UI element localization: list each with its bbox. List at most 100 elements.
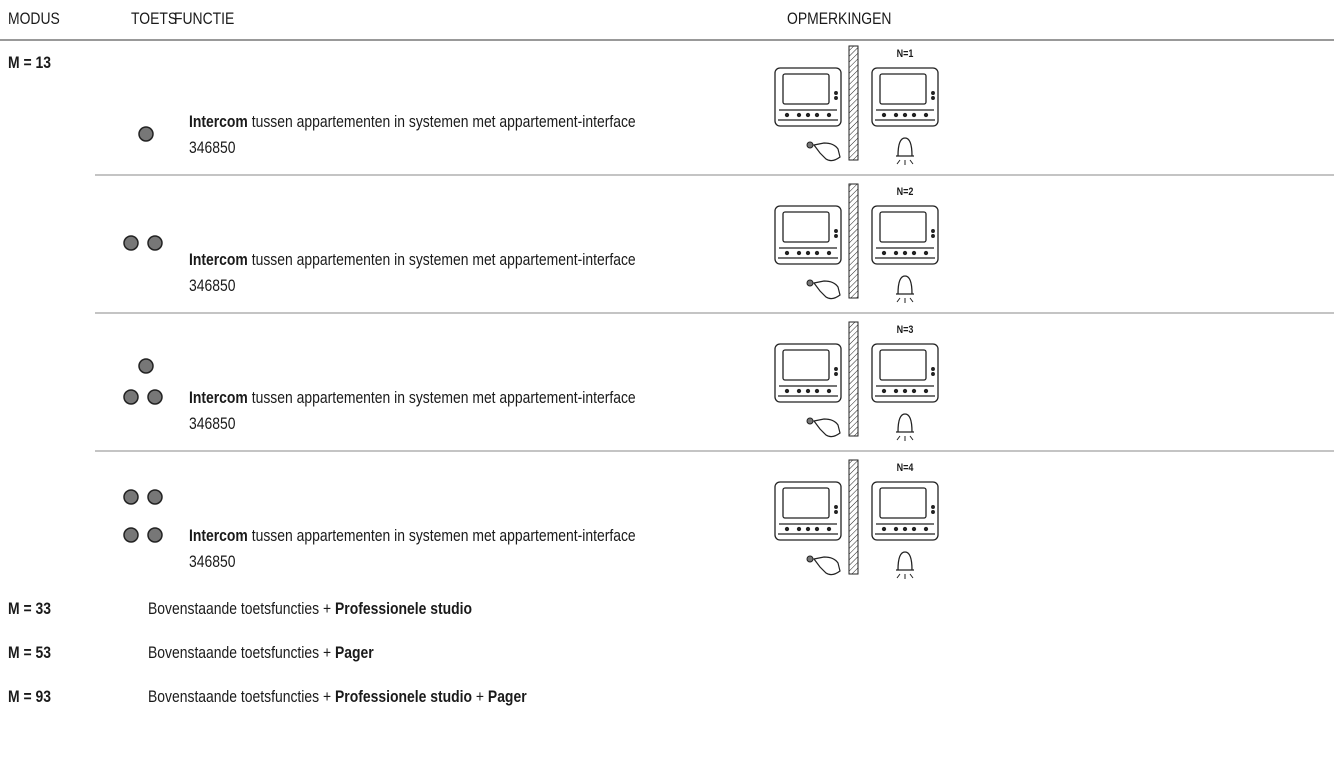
- monitor-key: [796, 388, 802, 394]
- monitor-led: [834, 91, 838, 95]
- mode-description-part: +: [323, 644, 331, 663]
- monitor-screen: [879, 211, 927, 243]
- function-text: Intercom tussen appartementen in systeme…: [189, 527, 636, 546]
- column-header: MODUS: [8, 10, 60, 29]
- monitor-key: [814, 526, 820, 532]
- bell-rays: [896, 435, 914, 441]
- intercom-number: N=2: [897, 186, 914, 198]
- column-header-part: OPMERKINGEN: [787, 10, 891, 29]
- bell-rays: [896, 159, 914, 165]
- monitor-key: [796, 250, 802, 256]
- monitor-led: [931, 229, 935, 233]
- monitor-key: [826, 388, 832, 394]
- intercom-number-part: N=4: [897, 462, 914, 474]
- intercom-number-part: N=1: [897, 48, 914, 60]
- interface-code: 346850: [189, 139, 236, 158]
- monitor-led: [834, 96, 838, 100]
- monitor-key: [826, 526, 832, 532]
- monitor-key: [881, 112, 887, 118]
- bell: [896, 413, 914, 433]
- function-text-part: tussen appartementen in systemen met app…: [252, 527, 636, 546]
- monitor-key: [881, 250, 887, 256]
- monitor-key: [784, 250, 790, 256]
- monitor: [871, 343, 939, 403]
- monitor-key: [911, 526, 917, 532]
- column-header-part: FUNCTIE: [174, 10, 234, 29]
- monitor-key: [902, 388, 908, 394]
- monitor-led: [931, 510, 935, 514]
- mode-description-part: Bovenstaande toetsfuncties: [148, 600, 319, 619]
- monitor-key: [814, 388, 820, 394]
- mode-description-part: Pager: [335, 644, 374, 663]
- monitor: [871, 205, 939, 265]
- function-text-part: tussen appartementen in systemen met app…: [252, 389, 636, 408]
- monitor-key: [923, 526, 929, 532]
- monitor: [871, 481, 939, 541]
- monitor-body: [871, 205, 939, 265]
- monitor-led: [931, 367, 935, 371]
- monitor-led: [931, 234, 935, 238]
- wall: [848, 183, 859, 299]
- monitor-key: [902, 250, 908, 256]
- monitor-body: [871, 343, 939, 403]
- mode-label-part: M = 53: [8, 644, 51, 663]
- pressed-key: [806, 555, 814, 563]
- monitor-key: [814, 112, 820, 118]
- intercom-number-part: N=2: [897, 186, 914, 198]
- monitor-key: [881, 388, 887, 394]
- pressed-key: [806, 141, 814, 149]
- interface-code-part: 346850: [189, 139, 236, 158]
- monitor-led: [834, 372, 838, 376]
- monitor-led: [834, 229, 838, 233]
- mode-description-part: +: [323, 600, 331, 619]
- function-text-part: Intercom: [189, 113, 248, 132]
- monitor-key: [826, 250, 832, 256]
- monitor-key: [796, 526, 802, 532]
- interface-code: 346850: [189, 277, 236, 296]
- pressed-key: [806, 279, 814, 287]
- monitor-key: [805, 388, 811, 394]
- monitor-body: [774, 481, 842, 541]
- column-header: FUNCTIE: [174, 10, 234, 29]
- function-text-part: tussen appartementen in systemen met app…: [252, 251, 636, 270]
- monitor-key: [911, 250, 917, 256]
- column-header: TOETS: [131, 10, 177, 29]
- mode-description-part: +: [476, 688, 484, 707]
- monitor-led: [931, 91, 935, 95]
- intercom-number: N=3: [897, 324, 914, 336]
- monitor-led: [931, 96, 935, 100]
- monitor-screen: [879, 487, 927, 519]
- mode-description-part: Bovenstaande toetsfuncties: [148, 688, 319, 707]
- pressed-key: [806, 417, 814, 425]
- monitor: [774, 481, 842, 541]
- monitor-key: [784, 388, 790, 394]
- wall: [848, 45, 859, 161]
- monitor-led: [931, 505, 935, 509]
- mode-label: M = 33: [8, 600, 51, 619]
- monitor-screen: [879, 73, 927, 105]
- function-text-part: Intercom: [189, 251, 248, 270]
- mode-label-part: M = 13: [8, 54, 51, 73]
- bell-rays: [896, 573, 914, 579]
- monitor-key: [805, 250, 811, 256]
- monitor-screen: [782, 211, 830, 243]
- mode-description: Bovenstaande toetsfuncties + Professione…: [148, 600, 472, 619]
- mode-label: M = 53: [8, 644, 51, 663]
- interface-code-part: 346850: [189, 415, 236, 434]
- monitor-body: [871, 481, 939, 541]
- monitor-screen: [782, 487, 830, 519]
- hand: [812, 142, 841, 162]
- wall: [848, 459, 859, 575]
- mode-label: M = 13: [8, 54, 51, 73]
- function-text-part: Intercom: [189, 389, 248, 408]
- monitor-led: [931, 372, 935, 376]
- monitor-led: [834, 510, 838, 514]
- monitor-body: [774, 67, 842, 127]
- monitor-body: [774, 205, 842, 265]
- bell-rays: [896, 297, 914, 303]
- mode-description: Bovenstaande toetsfuncties + Pager: [148, 644, 374, 663]
- monitor-led: [834, 367, 838, 371]
- function-text: Intercom tussen appartementen in systeme…: [189, 251, 636, 270]
- function-text-part: tussen appartementen in systemen met app…: [252, 113, 636, 132]
